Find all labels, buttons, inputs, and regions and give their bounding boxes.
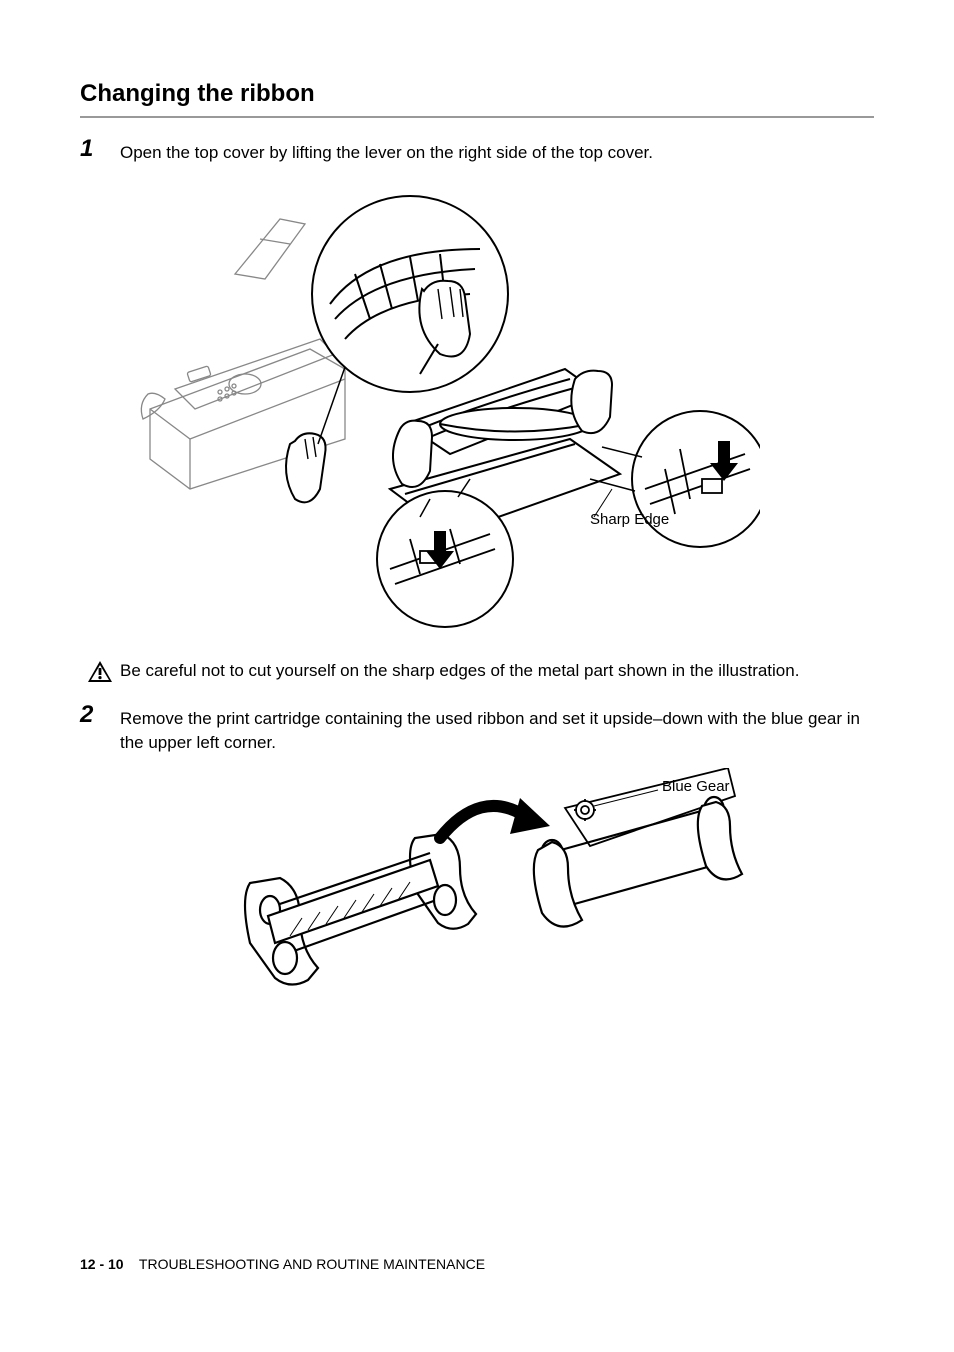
warning-text: Be careful not to cut yourself on the sh… — [120, 659, 799, 683]
callout-blue-gear: Blue Gear — [662, 778, 730, 795]
page-footer: 12 - 10 TROUBLESHOOTING AND ROUTINE MAIN… — [80, 1256, 485, 1272]
step-text: Remove the print cartridge containing th… — [120, 702, 874, 755]
footer-section-title: TROUBLESHOOTING AND ROUTINE MAINTENANCE — [139, 1256, 485, 1272]
step-1: 1 Open the top cover by lifting the leve… — [80, 136, 874, 165]
warning-icon — [80, 659, 120, 684]
title-rule — [80, 116, 874, 118]
warning: Be careful not to cut yourself on the sh… — [80, 659, 874, 684]
step-number: 1 — [80, 136, 120, 162]
step-2: 2 Remove the print cartridge containing … — [80, 702, 874, 755]
step-text: Open the top cover by lifting the lever … — [120, 136, 653, 165]
section-title: Changing the ribbon — [80, 80, 874, 108]
callout-sharp-edge: Sharp Edge — [590, 511, 669, 528]
figure-remove-cartridge: Blue Gear — [190, 768, 750, 1008]
footer-page-number: 12 - 10 — [80, 1256, 124, 1272]
step-number: 2 — [80, 702, 120, 728]
figure-open-cover: Sharp Edge — [120, 179, 760, 629]
